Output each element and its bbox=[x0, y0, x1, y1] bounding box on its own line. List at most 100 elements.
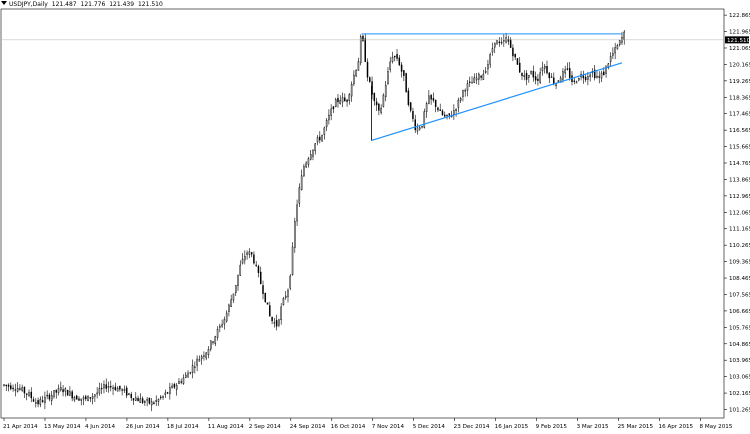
candle-body bbox=[400, 64, 403, 72]
candle-body bbox=[389, 61, 391, 71]
candle-body bbox=[587, 76, 589, 80]
candle-body bbox=[555, 83, 557, 87]
candle-body bbox=[41, 400, 44, 403]
candle-body bbox=[362, 35, 364, 42]
candle-body bbox=[359, 36, 362, 64]
x-tick-label: 3 Mar 2015 bbox=[577, 424, 609, 430]
candle-body bbox=[516, 58, 519, 65]
y-tick-label: 117.465 bbox=[729, 112, 750, 118]
candle-body bbox=[55, 389, 58, 393]
y-tick-label: 115.665 bbox=[729, 145, 750, 151]
candle-body bbox=[462, 90, 464, 97]
x-tick-label: 13 May 2014 bbox=[44, 424, 81, 430]
candle-body bbox=[100, 387, 103, 390]
x-tick-label: 21 Apr 2014 bbox=[3, 424, 38, 430]
candle-body bbox=[125, 387, 128, 396]
candle-body bbox=[96, 392, 98, 395]
candle-body bbox=[428, 95, 430, 104]
candle-body bbox=[566, 68, 569, 70]
candle-body bbox=[89, 397, 92, 399]
x-tick-label: 23 Dec 2014 bbox=[454, 424, 490, 430]
candle-body bbox=[448, 113, 451, 116]
candle-body bbox=[269, 305, 271, 317]
candle-body bbox=[187, 372, 189, 378]
candle-body bbox=[94, 394, 96, 397]
candle-body bbox=[319, 136, 321, 141]
candle-body bbox=[64, 388, 67, 392]
candle-body bbox=[398, 57, 401, 66]
candle-body bbox=[489, 54, 491, 65]
candle-body bbox=[278, 319, 280, 326]
candle-body bbox=[246, 252, 248, 255]
y-tick-label: 108.465 bbox=[729, 276, 750, 282]
candle-body bbox=[557, 80, 560, 82]
candle-body bbox=[212, 341, 214, 343]
candle-body bbox=[514, 53, 516, 58]
candle-body bbox=[582, 75, 585, 79]
candle-body bbox=[500, 41, 503, 44]
candle-body bbox=[307, 158, 310, 165]
candle-body bbox=[425, 103, 428, 112]
candle-body bbox=[289, 275, 292, 289]
candle-body bbox=[421, 126, 423, 128]
candle-body bbox=[37, 400, 39, 405]
candle-body bbox=[185, 374, 187, 378]
chart-header: USDJPY,Daily 121.487 121.776 121.439 121… bbox=[1, 1, 165, 8]
candle-body bbox=[412, 111, 414, 119]
candle-body bbox=[455, 108, 457, 111]
candle-body bbox=[30, 391, 33, 399]
candle-body bbox=[241, 258, 244, 264]
candle-body bbox=[525, 72, 528, 80]
current-price-label: 121.510 bbox=[727, 38, 750, 44]
candle-body bbox=[350, 83, 353, 97]
y-tick-label: 120.165 bbox=[729, 62, 750, 68]
x-tick-label: 16 Jan 2015 bbox=[495, 424, 529, 430]
candle-body bbox=[441, 110, 444, 116]
candle-body bbox=[225, 312, 228, 322]
candle-body bbox=[116, 387, 119, 392]
candle-body bbox=[484, 70, 487, 73]
candle-body bbox=[107, 386, 110, 389]
candle-body bbox=[21, 387, 23, 391]
candle-body bbox=[380, 107, 382, 113]
candle-body bbox=[132, 398, 135, 401]
candle-body bbox=[537, 78, 539, 81]
plot-frame bbox=[0, 8, 725, 419]
candle-body bbox=[339, 100, 341, 105]
candle-body bbox=[423, 111, 426, 128]
candle-body bbox=[228, 304, 230, 313]
candle-body bbox=[437, 107, 439, 111]
x-tick-label: 5 Dec 2014 bbox=[413, 424, 446, 430]
candle-body bbox=[44, 396, 46, 404]
candle-body bbox=[446, 114, 448, 117]
candle-body bbox=[237, 274, 239, 286]
candle-body bbox=[471, 82, 473, 84]
candle-body bbox=[432, 98, 435, 101]
candle-body bbox=[562, 71, 564, 80]
candle-body bbox=[328, 114, 330, 121]
candle-body bbox=[457, 99, 460, 108]
candle-body bbox=[623, 31, 625, 40]
candle-body bbox=[75, 395, 78, 400]
candle-body bbox=[53, 390, 55, 397]
candle-body bbox=[568, 68, 571, 78]
candle-body bbox=[593, 69, 596, 79]
candle-body bbox=[564, 69, 566, 74]
dropdown-triangle-icon[interactable] bbox=[1, 1, 7, 5]
candle-body bbox=[291, 246, 294, 275]
x-tick-label: 7 Nov 2014 bbox=[372, 424, 405, 430]
candle-body bbox=[196, 358, 198, 366]
candle-body bbox=[69, 391, 71, 396]
candle-body bbox=[548, 72, 551, 79]
y-tick-label: 106.665 bbox=[729, 309, 750, 315]
candle-body bbox=[528, 74, 530, 78]
candle-body bbox=[248, 251, 251, 255]
candle-body bbox=[391, 56, 394, 62]
candle-body bbox=[182, 377, 185, 384]
candle-body bbox=[123, 389, 126, 391]
candle-body bbox=[444, 114, 446, 117]
candle-body bbox=[353, 74, 355, 85]
candle-body bbox=[203, 355, 205, 357]
candle-body bbox=[546, 66, 548, 74]
candle-body bbox=[394, 55, 396, 58]
